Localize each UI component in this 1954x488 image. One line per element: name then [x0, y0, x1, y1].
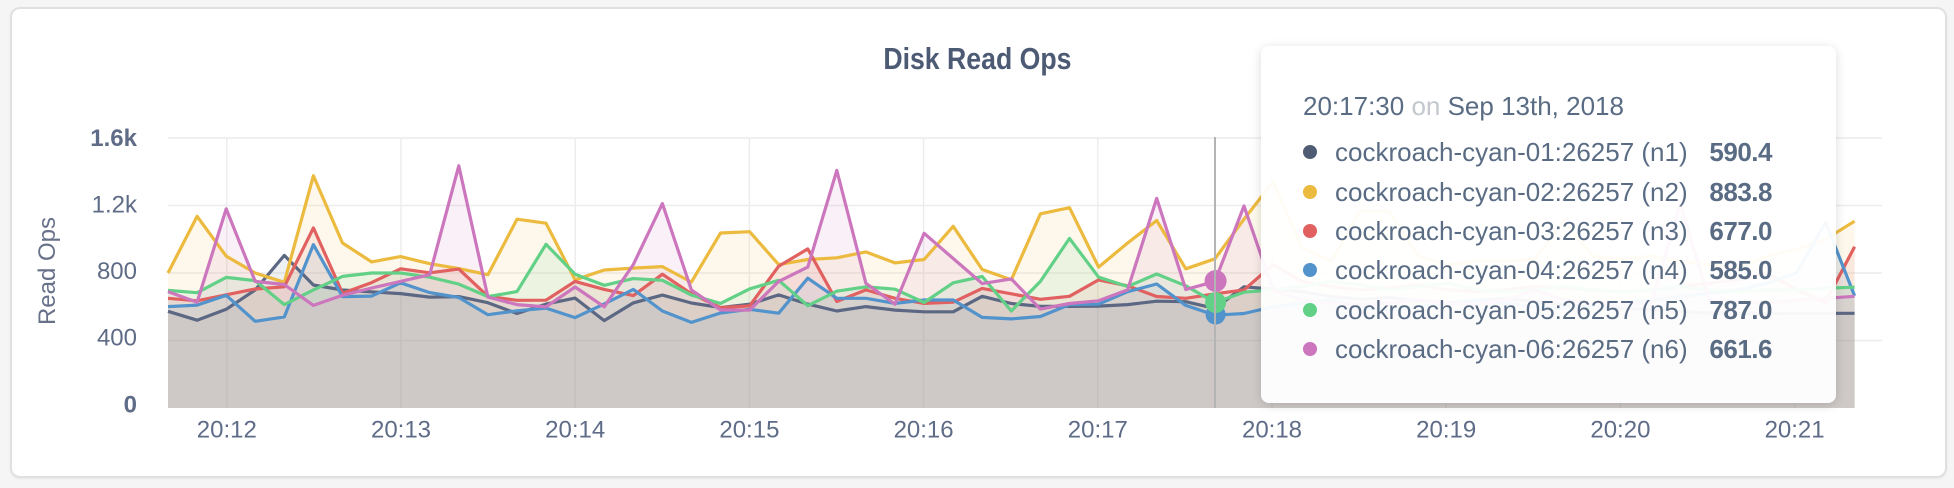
svg-text:20:20: 20:20 [1590, 417, 1650, 444]
svg-text:20:15: 20:15 [719, 417, 779, 444]
svg-text:400: 400 [97, 325, 137, 352]
svg-text:20:19: 20:19 [1416, 417, 1476, 444]
svg-text:1.2k: 1.2k [92, 192, 138, 219]
svg-text:1.6k: 1.6k [90, 125, 137, 152]
svg-text:20:14: 20:14 [545, 417, 605, 444]
svg-text:20:21: 20:21 [1765, 417, 1825, 444]
svg-text:Read Ops: Read Ops [34, 217, 61, 325]
svg-text:20:18: 20:18 [1242, 417, 1302, 444]
svg-text:0: 0 [124, 392, 137, 419]
svg-text:20:16: 20:16 [894, 417, 954, 444]
svg-text:20:17: 20:17 [1068, 417, 1128, 444]
svg-text:20:12: 20:12 [197, 417, 257, 444]
svg-text:800: 800 [97, 258, 137, 285]
svg-text:20:13: 20:13 [371, 417, 431, 444]
